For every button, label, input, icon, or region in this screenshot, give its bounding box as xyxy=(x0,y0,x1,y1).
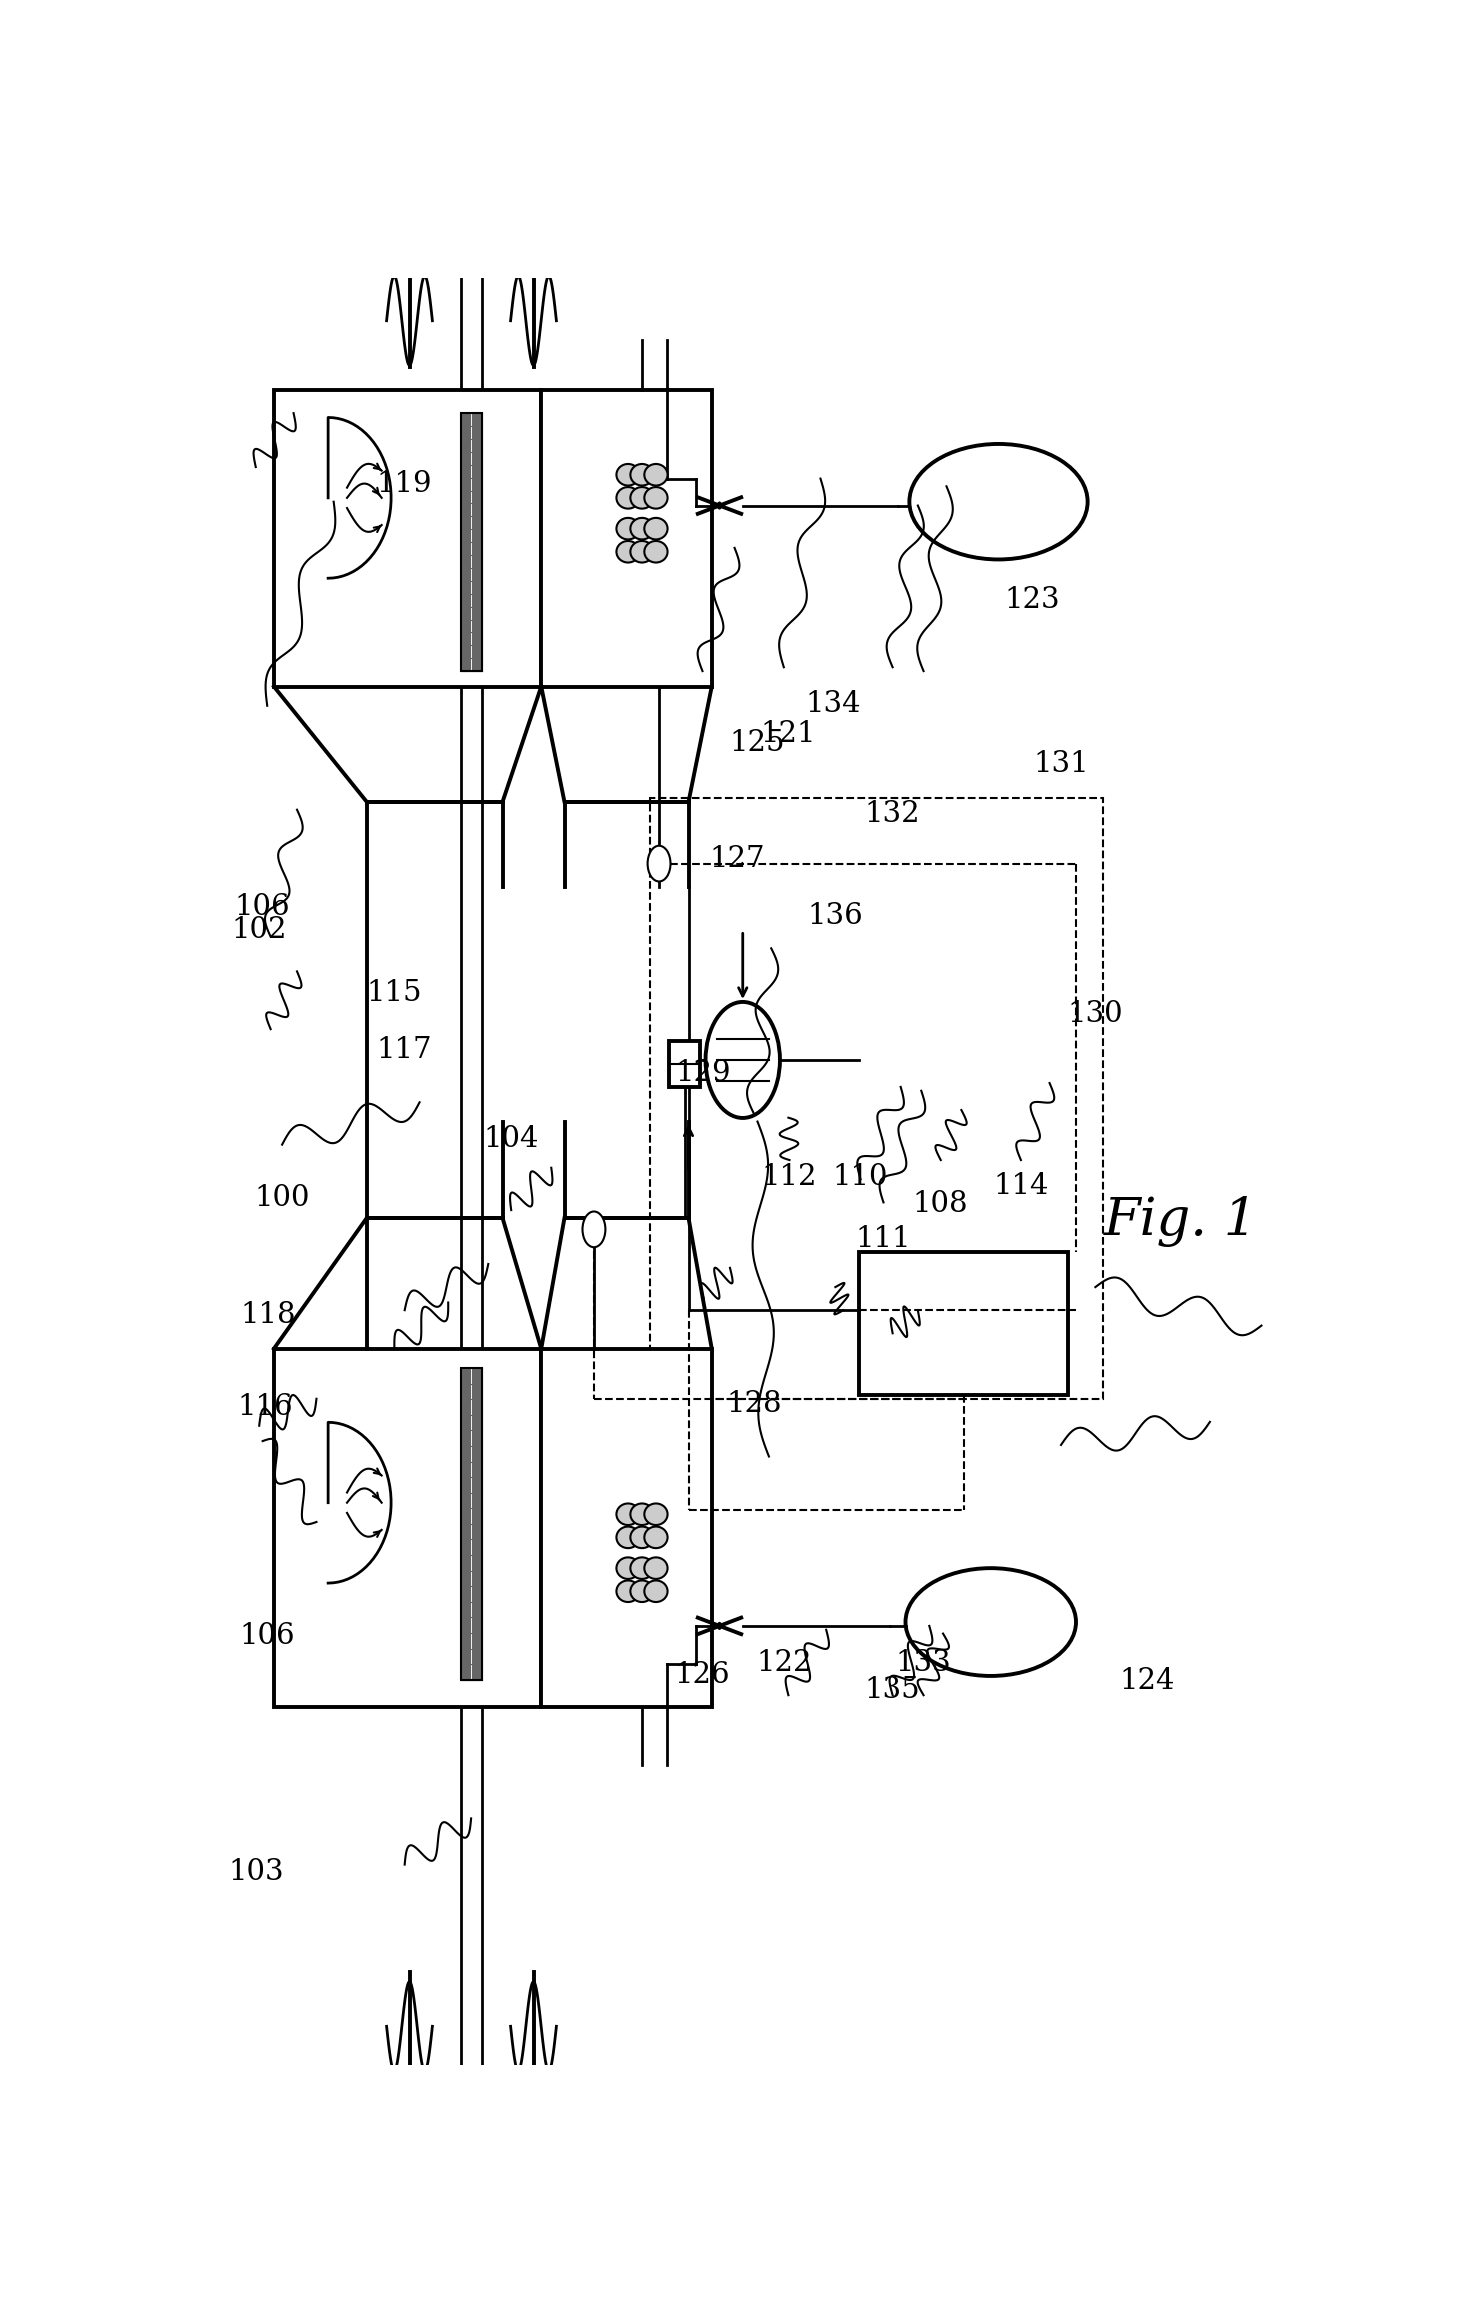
Text: 114: 114 xyxy=(993,1172,1049,1199)
Text: 130: 130 xyxy=(1067,1000,1123,1028)
Ellipse shape xyxy=(616,1557,640,1580)
Text: 127: 127 xyxy=(709,844,764,872)
Text: 119: 119 xyxy=(377,471,433,499)
Text: Fig. 1: Fig. 1 xyxy=(1104,1197,1258,1248)
Text: 115: 115 xyxy=(367,979,423,1007)
Bar xyxy=(461,1369,482,1680)
Bar xyxy=(461,1369,482,1680)
Text: 110: 110 xyxy=(832,1162,888,1190)
Ellipse shape xyxy=(644,464,668,485)
Circle shape xyxy=(705,1002,780,1118)
Ellipse shape xyxy=(631,541,653,561)
Ellipse shape xyxy=(644,1503,668,1524)
Text: 135: 135 xyxy=(865,1675,921,1703)
Bar xyxy=(670,1042,701,1086)
Ellipse shape xyxy=(616,1527,640,1547)
Text: 103: 103 xyxy=(228,1858,284,1886)
Ellipse shape xyxy=(616,487,640,508)
Ellipse shape xyxy=(644,487,668,508)
Circle shape xyxy=(647,847,671,882)
Ellipse shape xyxy=(644,1557,668,1580)
Ellipse shape xyxy=(631,1580,653,1603)
Text: 125: 125 xyxy=(730,728,785,756)
Bar xyxy=(461,413,482,670)
Text: 100: 100 xyxy=(254,1186,310,1213)
Ellipse shape xyxy=(644,1527,668,1547)
Bar xyxy=(461,413,482,670)
Text: 106: 106 xyxy=(239,1622,296,1650)
Text: 116: 116 xyxy=(236,1394,293,1422)
Text: 111: 111 xyxy=(856,1225,912,1253)
Text: 122: 122 xyxy=(757,1650,811,1677)
Bar xyxy=(541,390,712,687)
Text: 134: 134 xyxy=(806,689,860,717)
Ellipse shape xyxy=(644,517,668,541)
Text: 128: 128 xyxy=(726,1390,782,1418)
Ellipse shape xyxy=(644,541,668,561)
Text: 133: 133 xyxy=(896,1650,952,1677)
Text: 118: 118 xyxy=(241,1302,296,1329)
Text: 104: 104 xyxy=(483,1125,539,1153)
Bar xyxy=(650,798,1103,1399)
Ellipse shape xyxy=(631,464,653,485)
Text: 106: 106 xyxy=(235,893,291,921)
Text: 124: 124 xyxy=(1119,1666,1175,1694)
Text: 117: 117 xyxy=(377,1037,433,1065)
Ellipse shape xyxy=(631,1527,653,1547)
Ellipse shape xyxy=(644,1580,668,1603)
Ellipse shape xyxy=(616,464,640,485)
Text: 131: 131 xyxy=(1033,749,1089,777)
Ellipse shape xyxy=(631,517,653,541)
Bar xyxy=(541,1348,712,1708)
Bar xyxy=(273,1348,541,1708)
Ellipse shape xyxy=(616,517,640,541)
Ellipse shape xyxy=(906,1568,1076,1675)
Text: 108: 108 xyxy=(913,1190,968,1218)
Bar xyxy=(273,390,541,687)
Text: 112: 112 xyxy=(761,1162,817,1190)
Text: 136: 136 xyxy=(807,902,863,930)
Circle shape xyxy=(717,1622,723,1631)
Text: 132: 132 xyxy=(865,800,921,828)
Bar xyxy=(859,1253,1069,1394)
Text: 126: 126 xyxy=(674,1661,730,1689)
Ellipse shape xyxy=(631,1503,653,1524)
Ellipse shape xyxy=(616,1503,640,1524)
Ellipse shape xyxy=(909,443,1088,559)
Ellipse shape xyxy=(631,1557,653,1580)
Ellipse shape xyxy=(616,541,640,561)
Ellipse shape xyxy=(616,1580,640,1603)
Ellipse shape xyxy=(631,487,653,508)
Circle shape xyxy=(582,1211,606,1248)
Text: 121: 121 xyxy=(761,719,816,747)
Text: 102: 102 xyxy=(232,916,287,944)
Text: 123: 123 xyxy=(1005,587,1060,615)
Circle shape xyxy=(717,501,723,510)
Text: 129: 129 xyxy=(675,1060,732,1088)
